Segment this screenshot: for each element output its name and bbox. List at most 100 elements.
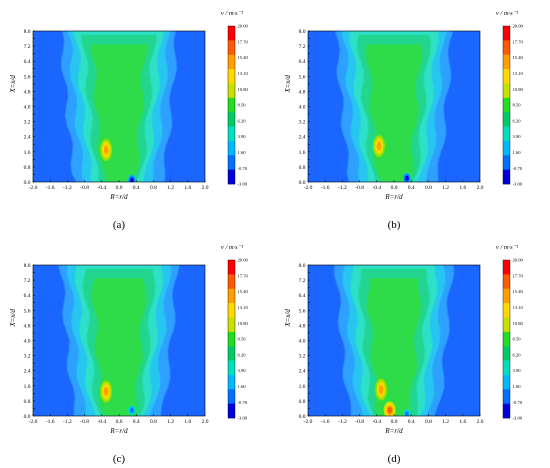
colorbar-swatch [503,26,510,41]
x-tick-label: -2.0 [304,185,313,191]
x-tick-label: 0.4 [408,419,415,425]
panel-label: (a) [113,219,126,231]
y-tick-label: 4.0 [24,339,31,345]
colorbar-tick-label: 20.00 [238,24,249,29]
colorbar-tick-label: 13.10 [238,71,249,76]
colorbar-swatch [503,360,510,376]
colorbar-tick-label: 1.60 [513,384,522,389]
colorbar-tick-label: 8.50 [513,337,522,342]
x-tick-label: 0.4 [408,185,415,191]
colorbar-frame [502,259,511,419]
x-tick-label: -0.8 [355,419,364,425]
y-axis-label: X=x/d [9,309,17,328]
colorbar-swatch [503,140,510,156]
y-tick-label: 6.4 [299,293,306,299]
colorbar-swatch [228,346,235,361]
x-tick-label: 0.0 [391,419,398,425]
y-tick-label: 3.2 [299,120,306,126]
colorbar-tick-label: 20.00 [238,258,249,263]
x-tick-label: -2.0 [29,185,38,191]
colorbar-swatch [228,83,235,99]
colorbar-swatch [503,317,510,333]
x-tick-label: 1.2 [442,419,449,425]
x-tick-label: 1.2 [167,419,174,425]
x-tick-label: 0.4 [133,419,140,425]
x-tick-label: 1.6 [459,419,466,425]
low-velocity-contour [130,408,134,413]
colorbar-swatch [228,303,235,318]
colorbar-tick-label: -3.00 [513,182,523,187]
colorbar-swatch [228,54,235,70]
contour-chart-svg: -2.0 -1.6 -1.2 -0.8 -0.4 0.0 0.4 0.8 1.2 1.6 2.0 0.… [284,10,524,231]
colorbar-tick-label: -0.70 [513,400,523,405]
y-tick-label: 3.2 [299,354,306,360]
colorbar-frame [502,25,511,185]
y-tick-label: 2.4 [24,369,31,375]
x-tick-label: -0.8 [80,185,89,191]
contour-chart-svg: -2.0 -1.6 -1.2 -0.8 -0.4 0.0 0.4 0.8 1.2 1.6 2.0 0.… [9,244,249,465]
x-tick-label: 0.8 [425,419,432,425]
y-tick-label: 4.0 [299,105,306,111]
panel-a: -2.0 -1.6 -1.2 -0.8 -0.4 0.0 0.4 0.8 1.2 1.6 2.0 0.… [0,0,275,234]
x-axis-label: R=r/d [109,193,128,201]
colorbar-swatch [503,83,510,99]
x-tick-label: -0.8 [355,185,364,191]
y-axis-label: X=x/d [284,309,292,328]
y-tick-label: 2.4 [299,135,306,141]
colorbar-tick-label: 17.70 [238,39,249,44]
y-tick-label: 4.0 [24,105,31,111]
jet-core-contour [376,141,382,151]
x-tick-label: 2.0 [477,419,484,425]
x-tick-label: -0.8 [80,419,89,425]
colorbar-frame [227,25,236,185]
colorbar-swatch [228,317,235,333]
colorbar-swatch [503,54,510,70]
contour-field [33,265,205,416]
y-tick-label: 0.0 [299,180,306,186]
colorbar-tick-label: 6.20 [238,118,247,123]
y-tick-label: 1.6 [24,150,31,156]
y-axis-label: X=x/d [9,75,17,94]
y-tick-label: 5.6 [299,308,306,314]
contour-chart-svg: -2.0 -1.6 -1.2 -0.8 -0.4 0.0 0.4 0.8 1.2 1.6 2.0 0.… [9,10,249,231]
x-tick-label: -1.6 [46,185,55,191]
colorbar-swatch [228,112,235,127]
y-axis-label: X=x/d [284,75,292,94]
jet-core-contour [387,407,392,414]
x-tick-label: -0.4 [97,419,106,425]
colorbar-tick-label: 1.60 [238,150,247,155]
colorbar-swatch [503,112,510,127]
x-axis-label: R=r/d [384,427,403,435]
y-tick-label: 3.2 [24,120,31,126]
colorbar-tick-label: 17.70 [513,39,524,44]
colorbar-tick-label: 20.00 [513,258,524,263]
colorbar-swatch [503,303,510,318]
panel-label: (d) [388,453,401,465]
colorbar-swatch [503,126,510,142]
y-tick-label: 0.8 [299,399,306,405]
y-tick-label: 7.2 [24,278,31,284]
x-tick-label: -1.6 [321,185,330,191]
colorbar-tick-label: 8.50 [238,103,247,108]
colorbar-swatch [228,169,235,185]
colorbar-tick-label: 13.10 [513,71,524,76]
colorbar-tick-label: 6.20 [238,352,247,357]
y-tick-label: 4.8 [24,323,31,329]
jet-core-contour [378,385,384,395]
x-tick-label: 0.0 [116,419,123,425]
colorbar-swatch [228,140,235,156]
x-tick-label: -0.4 [97,185,106,191]
x-tick-label: -1.6 [46,419,55,425]
x-tick-label: 2.0 [477,185,484,191]
colorbar-tick-label: -0.70 [238,400,248,405]
y-tick-label: 7.2 [299,278,306,284]
x-tick-label: -1.2 [63,185,72,191]
colorbar-tick-label: 3.90 [238,134,247,139]
x-tick-label: 1.6 [184,419,191,425]
low-velocity-contour [405,175,409,181]
x-tick-label: -1.2 [63,419,72,425]
y-tick-label: 2.4 [299,369,306,375]
colorbar-swatch [503,260,510,275]
colorbar-title: v / m·s⁻¹ [496,244,518,251]
colorbar-swatch [503,403,510,419]
